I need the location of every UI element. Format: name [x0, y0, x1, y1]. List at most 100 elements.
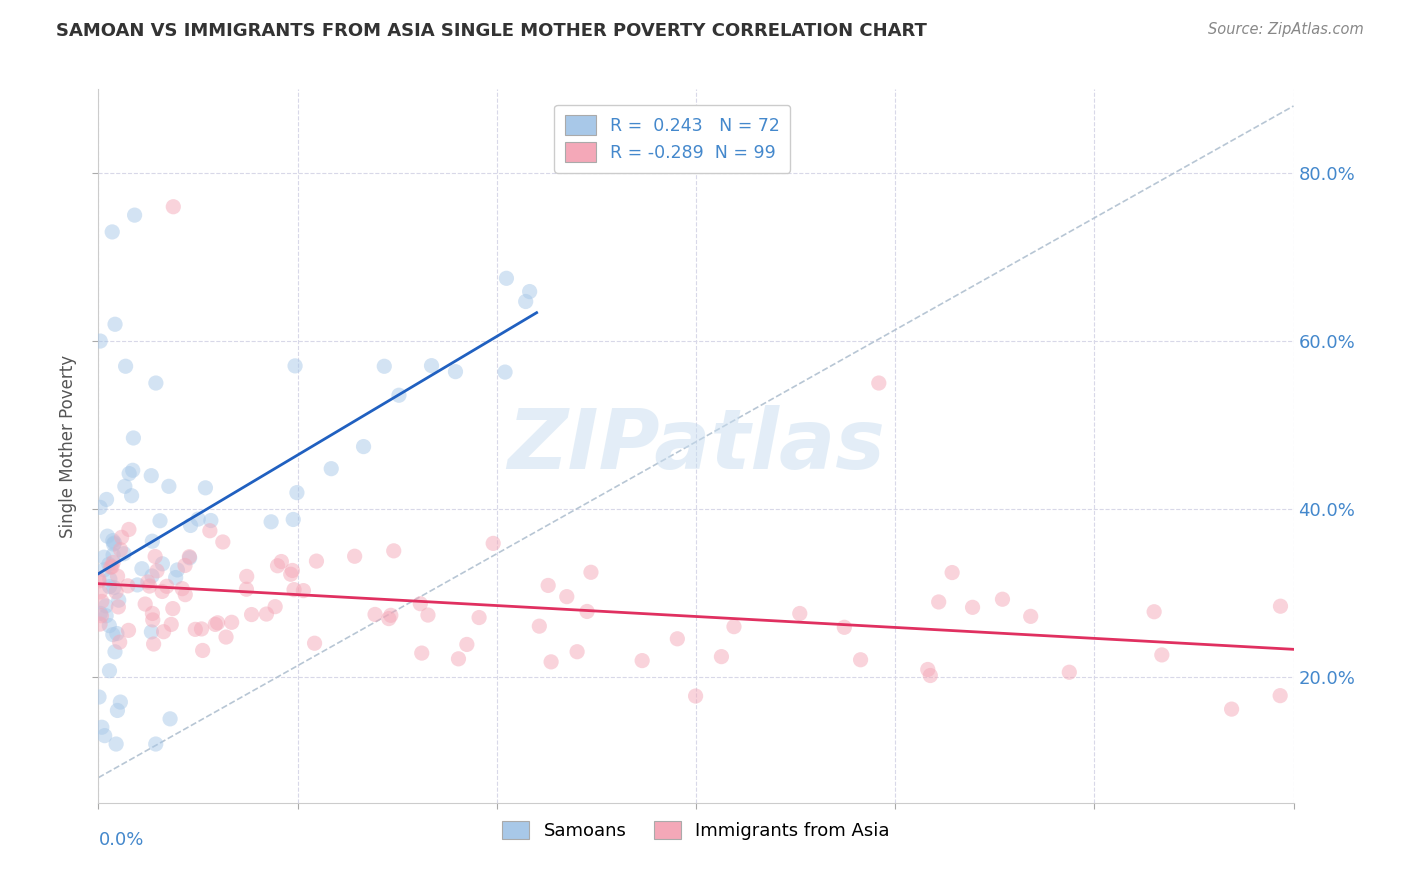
Point — [270, 555, 292, 569]
Point — [194, 481, 217, 495]
Point — [179, 550, 201, 565]
Point — [134, 597, 156, 611]
Point — [283, 512, 305, 526]
Point — [1220, 702, 1243, 716]
Point — [184, 623, 207, 637]
Point — [96, 529, 118, 543]
Point — [941, 566, 963, 580]
Point — [98, 664, 121, 678]
Point — [416, 608, 439, 623]
Point — [280, 567, 302, 582]
Point — [121, 463, 143, 477]
Point — [789, 607, 811, 621]
Point — [519, 285, 541, 299]
Point — [136, 574, 159, 589]
Point — [93, 729, 115, 743]
Point — [962, 600, 984, 615]
Point — [555, 590, 578, 604]
Point — [157, 479, 180, 493]
Point — [101, 533, 124, 548]
Point — [380, 608, 402, 623]
Point — [928, 595, 950, 609]
Point — [118, 523, 141, 537]
Point — [90, 594, 112, 608]
Point — [165, 570, 187, 584]
Point — [89, 607, 111, 621]
Point — [149, 514, 172, 528]
Point — [103, 536, 125, 550]
Point — [141, 607, 163, 621]
Point — [849, 653, 872, 667]
Point — [122, 431, 145, 445]
Point — [373, 359, 395, 374]
Point — [537, 578, 560, 592]
Point — [101, 560, 124, 574]
Point — [114, 479, 136, 493]
Point — [90, 608, 112, 623]
Point — [388, 388, 411, 402]
Point — [162, 601, 184, 615]
Point — [1059, 665, 1081, 680]
Point — [114, 359, 136, 374]
Point — [305, 554, 328, 568]
Y-axis label: Single Mother Poverty: Single Mother Poverty — [59, 354, 77, 538]
Point — [127, 578, 149, 592]
Point — [456, 637, 478, 651]
Point — [87, 574, 110, 588]
Point — [200, 514, 222, 528]
Point — [107, 599, 129, 614]
Point — [110, 695, 132, 709]
Point — [101, 225, 124, 239]
Point — [190, 622, 212, 636]
Point — [160, 617, 183, 632]
Point — [868, 376, 890, 390]
Point — [159, 712, 181, 726]
Point — [285, 485, 308, 500]
Point — [207, 615, 229, 630]
Text: SAMOAN VS IMMIGRANTS FROM ASIA SINGLE MOTHER POVERTY CORRELATION CHART: SAMOAN VS IMMIGRANTS FROM ASIA SINGLE MO… — [56, 22, 927, 40]
Point — [145, 737, 167, 751]
Point — [353, 440, 375, 454]
Point — [150, 584, 173, 599]
Point — [1150, 648, 1173, 662]
Point — [529, 619, 551, 633]
Point — [221, 615, 243, 630]
Point — [97, 558, 120, 572]
Point — [172, 582, 194, 596]
Point — [101, 548, 124, 562]
Point — [685, 689, 707, 703]
Point — [174, 588, 197, 602]
Point — [321, 461, 343, 475]
Point — [198, 524, 221, 538]
Point — [107, 703, 129, 717]
Legend: Samoans, Immigrants from Asia: Samoans, Immigrants from Asia — [495, 814, 897, 847]
Point — [162, 200, 184, 214]
Point — [105, 626, 128, 640]
Point — [93, 563, 115, 577]
Point — [411, 646, 433, 660]
Point — [89, 617, 111, 632]
Point — [468, 610, 491, 624]
Point — [723, 620, 745, 634]
Point — [991, 592, 1014, 607]
Point — [180, 518, 202, 533]
Point — [444, 365, 467, 379]
Point — [141, 624, 163, 639]
Point — [110, 542, 132, 557]
Point — [121, 489, 143, 503]
Point — [666, 632, 689, 646]
Text: 0.0%: 0.0% — [98, 831, 143, 849]
Point — [211, 535, 233, 549]
Point — [364, 607, 387, 622]
Point — [281, 564, 304, 578]
Point — [89, 500, 111, 515]
Point — [920, 668, 942, 682]
Point — [111, 530, 134, 544]
Point — [1270, 599, 1292, 614]
Point — [240, 607, 263, 622]
Point — [204, 617, 226, 632]
Point — [103, 537, 125, 551]
Point — [834, 620, 856, 634]
Point — [447, 652, 470, 666]
Point — [141, 468, 163, 483]
